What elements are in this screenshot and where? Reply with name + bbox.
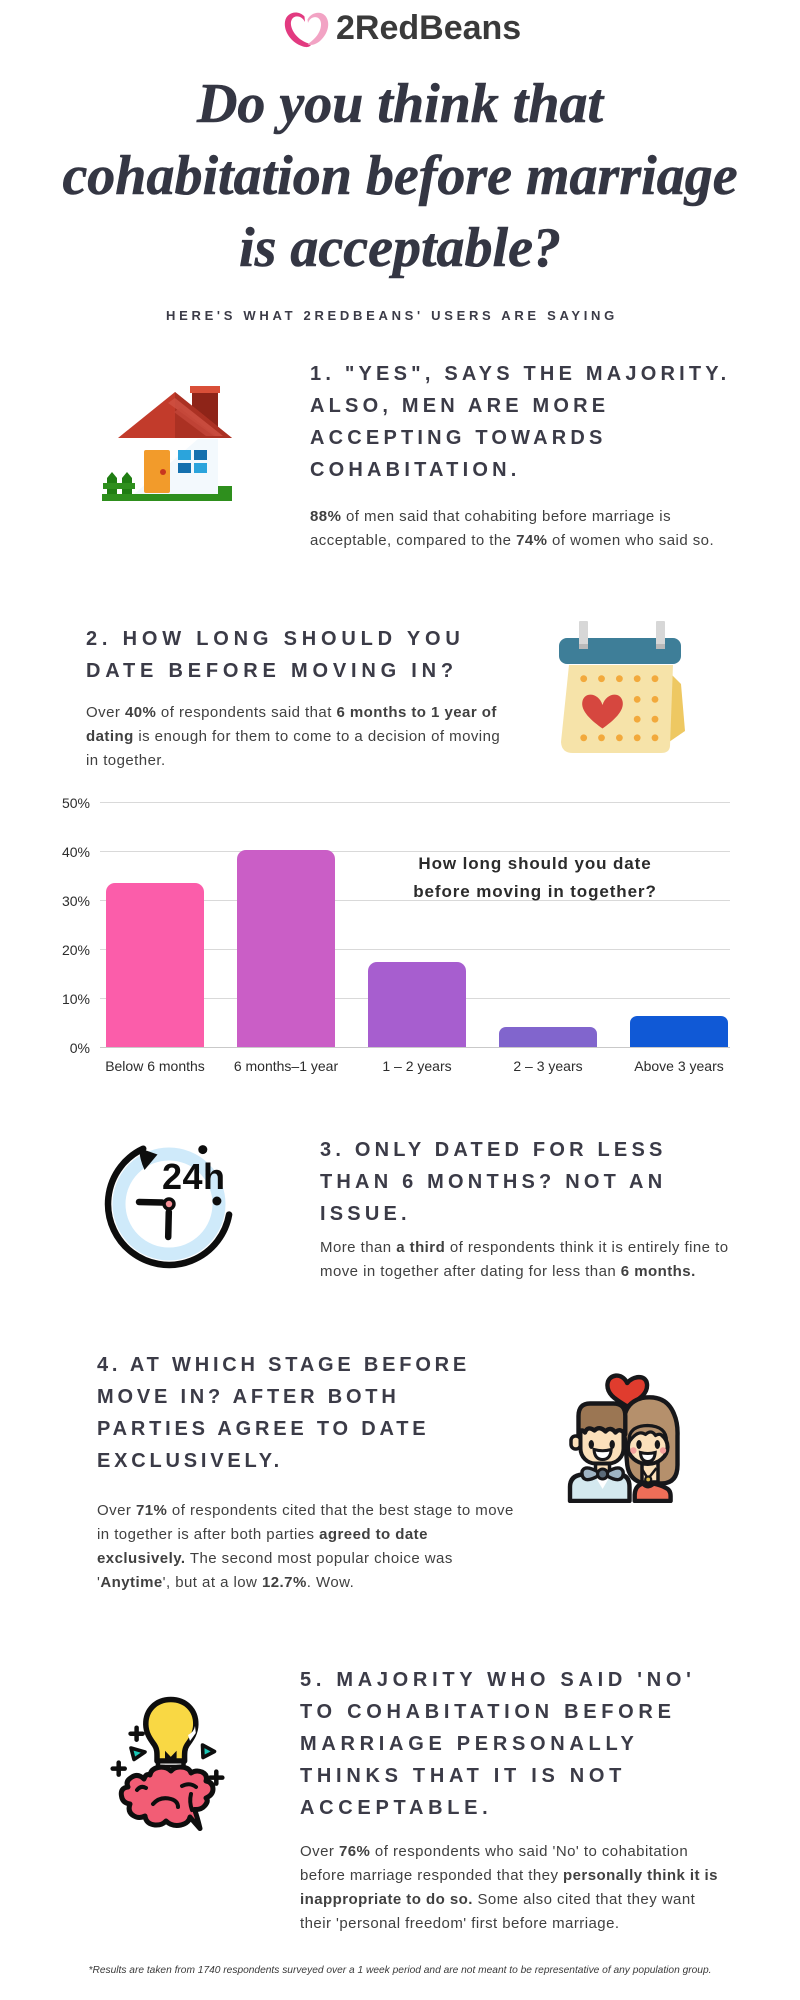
svg-text:24h: 24h [162, 1156, 226, 1197]
